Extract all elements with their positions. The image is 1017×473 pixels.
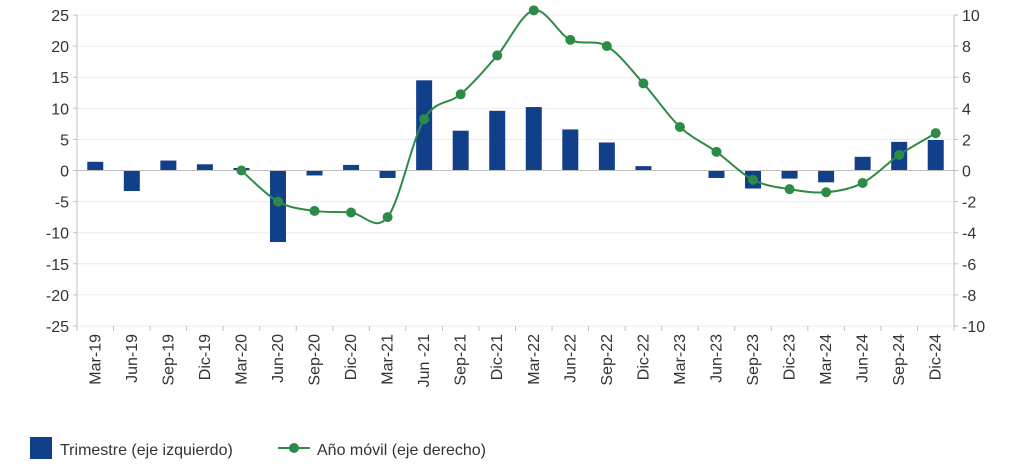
x-tick-label: Dic-21	[489, 334, 506, 380]
x-tick-label: Sep-24	[891, 334, 908, 386]
line-point	[784, 184, 795, 195]
line-point	[565, 34, 576, 45]
left-tick-label: 5	[60, 132, 69, 149]
right-tick-label: 2	[962, 132, 971, 149]
bar	[635, 166, 652, 171]
x-tick-label: Mar-24	[818, 334, 835, 385]
x-tick-label: Jun-20	[270, 334, 287, 383]
right-tick-label: -2	[962, 195, 976, 212]
line-point	[492, 50, 503, 61]
line-point	[930, 128, 941, 139]
right-tick-label: 6	[962, 70, 971, 87]
bar	[306, 170, 323, 176]
line-point	[455, 89, 466, 100]
x-tick-label: Sep-20	[307, 334, 324, 386]
bar	[781, 170, 798, 179]
left-tick-label: -5	[55, 195, 69, 212]
x-tick-label: Dic-24	[928, 334, 945, 380]
line-point	[748, 174, 759, 185]
left-axis-ticks: 25 20 15 10 5 0 -5 -10 -15 -20 -25	[46, 8, 77, 336]
x-tick-label: Mar-22	[526, 334, 543, 385]
x-tick-label: Jun-19	[124, 334, 141, 383]
bar	[379, 170, 396, 178]
x-tick-label: Mar-20	[233, 334, 250, 385]
bar	[452, 130, 469, 171]
right-tick-label: -4	[962, 226, 976, 243]
line-point	[236, 165, 247, 176]
bar	[416, 80, 433, 171]
left-tick-label: 25	[51, 8, 69, 25]
bar	[562, 129, 579, 171]
line-point	[894, 149, 905, 160]
left-tick-label: 10	[51, 101, 69, 118]
left-tick-label: -15	[46, 257, 69, 274]
x-axis-ticks: Mar-19 Jun-19 Sep-19 Dic-19 Mar-20 Jun-20 Sep-…	[76, 326, 955, 387]
right-tick-label: 10	[962, 8, 980, 25]
line-point	[419, 114, 430, 125]
right-tick-label: -6	[962, 257, 976, 274]
x-tick-label: Dic-19	[197, 334, 214, 380]
bar	[196, 164, 213, 171]
legend: Trimestre (eje izquierdo) Año móvil (eje…	[30, 437, 486, 459]
left-tick-label: -10	[46, 226, 69, 243]
legend-bar-label: Trimestre (eje izquierdo)	[60, 442, 233, 459]
x-tick-label: Mar-23	[672, 334, 689, 385]
bar	[927, 140, 944, 171]
bar	[598, 142, 615, 171]
bar	[123, 170, 140, 192]
line-series	[236, 5, 941, 225]
x-tick-label: Mar-19	[87, 334, 104, 385]
left-tick-label: -25	[46, 319, 69, 336]
left-tick-label: 0	[60, 164, 69, 181]
x-tick-label: Mar-21	[380, 334, 397, 385]
gridlines	[77, 14, 954, 327]
bar	[160, 160, 177, 171]
x-tick-label: Sep-23	[745, 334, 762, 386]
bar	[87, 161, 104, 171]
right-tick-label: -8	[962, 288, 976, 305]
x-tick-label: Dic-20	[343, 334, 360, 380]
left-tick-label: -20	[46, 288, 69, 305]
right-tick-label: -10	[962, 319, 985, 336]
right-axis-ticks: 10 8 6 4 2 0 -2 -4 -6 -8 -10	[954, 8, 985, 336]
legend-line-marker	[289, 443, 299, 453]
line-point	[309, 205, 320, 216]
x-tick-label: Dic-23	[782, 334, 799, 380]
right-tick-label: 4	[962, 101, 971, 118]
line-point	[711, 146, 722, 157]
series-line	[240, 9, 937, 225]
x-tick-label: Jun -21	[416, 334, 433, 387]
x-tick-label: Sep-22	[599, 334, 616, 386]
line-point	[638, 78, 649, 89]
left-tick-label: 15	[51, 70, 69, 87]
x-tick-label: Jun-24	[855, 334, 872, 383]
bar	[343, 164, 360, 171]
x-tick-label: Jun-22	[562, 334, 579, 383]
line-point	[674, 121, 685, 132]
left-tick-label: 20	[51, 39, 69, 56]
legend-bar-swatch	[30, 437, 52, 459]
bar	[818, 170, 835, 183]
legend-line-label: Año móvil (eje derecho)	[317, 442, 486, 459]
bar	[708, 170, 725, 178]
bar	[489, 110, 506, 171]
line-point	[272, 196, 283, 207]
line-point	[821, 187, 832, 198]
bar	[854, 156, 871, 171]
x-tick-label: Dic-22	[635, 334, 652, 380]
bar-series	[87, 80, 944, 243]
x-tick-label: Sep-19	[160, 334, 177, 386]
line-point	[601, 41, 612, 52]
line-point	[528, 5, 539, 16]
line-point	[857, 177, 868, 188]
line-point	[382, 212, 393, 223]
right-tick-label: 8	[962, 39, 971, 56]
right-tick-label: 0	[962, 164, 971, 181]
line-point	[346, 207, 357, 218]
bar	[525, 107, 542, 171]
x-tick-label: Sep-21	[453, 334, 470, 386]
x-tick-label: Jun-23	[708, 334, 725, 383]
